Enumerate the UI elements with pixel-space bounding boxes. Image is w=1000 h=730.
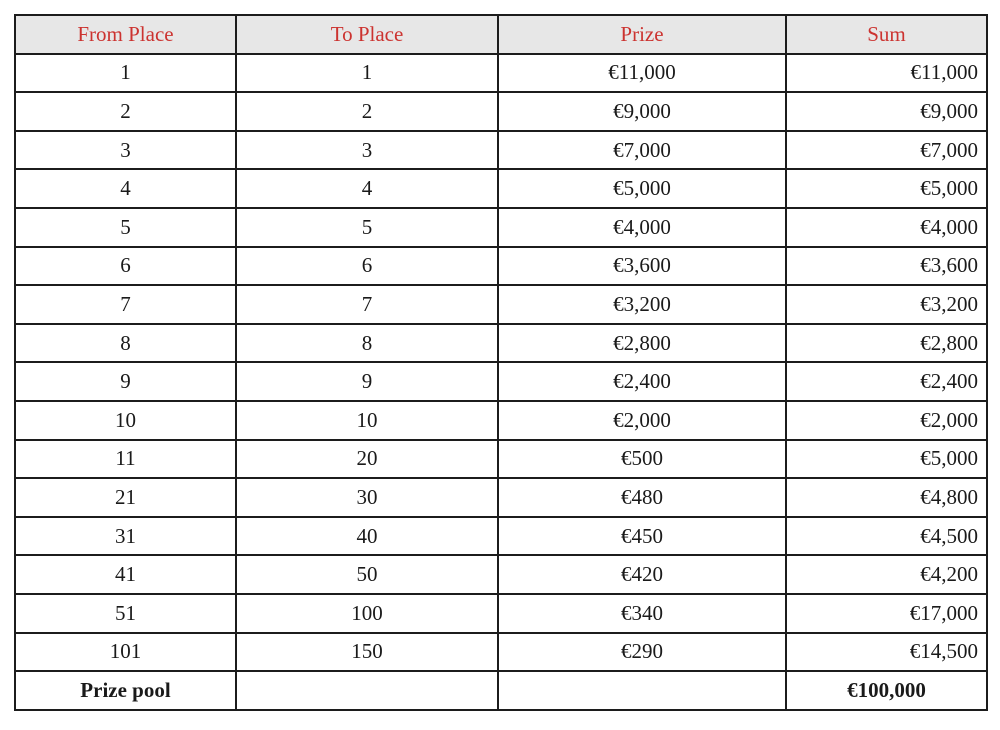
- cell-sum: €7,000: [785, 129, 988, 171]
- table-row: 3 3 €7,000 €7,000: [14, 129, 988, 171]
- cell-to-place: 10: [235, 399, 499, 441]
- footer-row: Prize pool €100,000: [14, 670, 988, 711]
- cell-sum: €17,000: [785, 592, 988, 634]
- table-row: 9 9 €2,400 €2,400: [14, 361, 988, 402]
- cell-prize: €5,000: [497, 168, 787, 209]
- cell-from-place: 21: [14, 477, 237, 518]
- cell-prize: €2,400: [497, 361, 787, 402]
- prize-distribution-table: From Place To Place Prize Sum 1 1 €11,00…: [14, 14, 988, 711]
- cell-prize: €3,200: [497, 284, 787, 325]
- cell-prize: €2,000: [497, 399, 787, 441]
- cell-sum: €4,200: [785, 554, 988, 595]
- cell-to-place: 3: [235, 129, 499, 171]
- footer-total-sum: €100,000: [785, 670, 988, 711]
- cell-from-place: 1: [14, 52, 237, 94]
- cell-to-place: 6: [235, 245, 499, 287]
- cell-sum: €14,500: [785, 631, 988, 673]
- cell-to-place: 5: [235, 206, 499, 248]
- cell-sum: €3,600: [785, 245, 988, 287]
- cell-to-place: 100: [235, 592, 499, 634]
- table-body: 1 1 €11,000 €11,000 2 2 €9,000 €9,000 3 …: [14, 52, 988, 673]
- cell-from-place: 2: [14, 91, 237, 132]
- cell-to-place: 50: [235, 554, 499, 595]
- cell-from-place: 31: [14, 515, 237, 557]
- cell-from-place: 7: [14, 284, 237, 325]
- cell-sum: €4,800: [785, 477, 988, 518]
- table-row: 41 50 €420 €4,200: [14, 554, 988, 595]
- cell-to-place: 9: [235, 361, 499, 402]
- cell-from-place: 3: [14, 129, 237, 171]
- cell-sum: €2,000: [785, 399, 988, 441]
- cell-prize: €9,000: [497, 91, 787, 132]
- cell-prize: €3,600: [497, 245, 787, 287]
- cell-from-place: 8: [14, 322, 237, 364]
- cell-prize: €420: [497, 554, 787, 595]
- table-row: 8 8 €2,800 €2,800: [14, 322, 988, 364]
- table-header: From Place To Place Prize Sum: [14, 14, 988, 55]
- table-row: 6 6 €3,600 €3,600: [14, 245, 988, 287]
- table-row: 31 40 €450 €4,500: [14, 515, 988, 557]
- cell-sum: €2,800: [785, 322, 988, 364]
- cell-sum: €3,200: [785, 284, 988, 325]
- cell-from-place: 10: [14, 399, 237, 441]
- cell-prize: €340: [497, 592, 787, 634]
- cell-to-place: 4: [235, 168, 499, 209]
- table-row: 101 150 €290 €14,500: [14, 631, 988, 673]
- footer-empty-to-place: [235, 670, 499, 711]
- table-row: 1 1 €11,000 €11,000: [14, 52, 988, 94]
- cell-to-place: 40: [235, 515, 499, 557]
- cell-sum: €5,000: [785, 168, 988, 209]
- cell-sum: €4,000: [785, 206, 988, 248]
- cell-prize: €2,800: [497, 322, 787, 364]
- cell-sum: €11,000: [785, 52, 988, 94]
- column-header-to-place: To Place: [235, 14, 499, 55]
- cell-from-place: 41: [14, 554, 237, 595]
- cell-from-place: 9: [14, 361, 237, 402]
- cell-prize: €7,000: [497, 129, 787, 171]
- cell-to-place: 1: [235, 52, 499, 94]
- cell-from-place: 6: [14, 245, 237, 287]
- column-header-sum: Sum: [785, 14, 988, 55]
- cell-to-place: 2: [235, 91, 499, 132]
- column-header-from-place: From Place: [14, 14, 237, 55]
- cell-prize: €290: [497, 631, 787, 673]
- footer-empty-prize: [497, 670, 787, 711]
- header-row: From Place To Place Prize Sum: [14, 14, 988, 55]
- cell-sum: €9,000: [785, 91, 988, 132]
- cell-prize: €450: [497, 515, 787, 557]
- cell-prize: €11,000: [497, 52, 787, 94]
- table-row: 5 5 €4,000 €4,000: [14, 206, 988, 248]
- cell-from-place: 4: [14, 168, 237, 209]
- cell-sum: €4,500: [785, 515, 988, 557]
- footer-prize-pool-label: Prize pool: [14, 670, 237, 711]
- table-row: 2 2 €9,000 €9,000: [14, 91, 988, 132]
- table-row: 11 20 €500 €5,000: [14, 438, 988, 480]
- cell-from-place: 5: [14, 206, 237, 248]
- cell-from-place: 51: [14, 592, 237, 634]
- cell-sum: €2,400: [785, 361, 988, 402]
- table-row: 21 30 €480 €4,800: [14, 477, 988, 518]
- column-header-prize: Prize: [497, 14, 787, 55]
- cell-sum: €5,000: [785, 438, 988, 480]
- table-row: 51 100 €340 €17,000: [14, 592, 988, 634]
- table-row: 4 4 €5,000 €5,000: [14, 168, 988, 209]
- cell-to-place: 8: [235, 322, 499, 364]
- cell-to-place: 30: [235, 477, 499, 518]
- table-footer: Prize pool €100,000: [14, 670, 988, 711]
- cell-prize: €4,000: [497, 206, 787, 248]
- table-row: 7 7 €3,200 €3,200: [14, 284, 988, 325]
- cell-to-place: 7: [235, 284, 499, 325]
- cell-to-place: 20: [235, 438, 499, 480]
- cell-prize: €500: [497, 438, 787, 480]
- cell-to-place: 150: [235, 631, 499, 673]
- cell-from-place: 101: [14, 631, 237, 673]
- cell-from-place: 11: [14, 438, 237, 480]
- cell-prize: €480: [497, 477, 787, 518]
- table-row: 10 10 €2,000 €2,000: [14, 399, 988, 441]
